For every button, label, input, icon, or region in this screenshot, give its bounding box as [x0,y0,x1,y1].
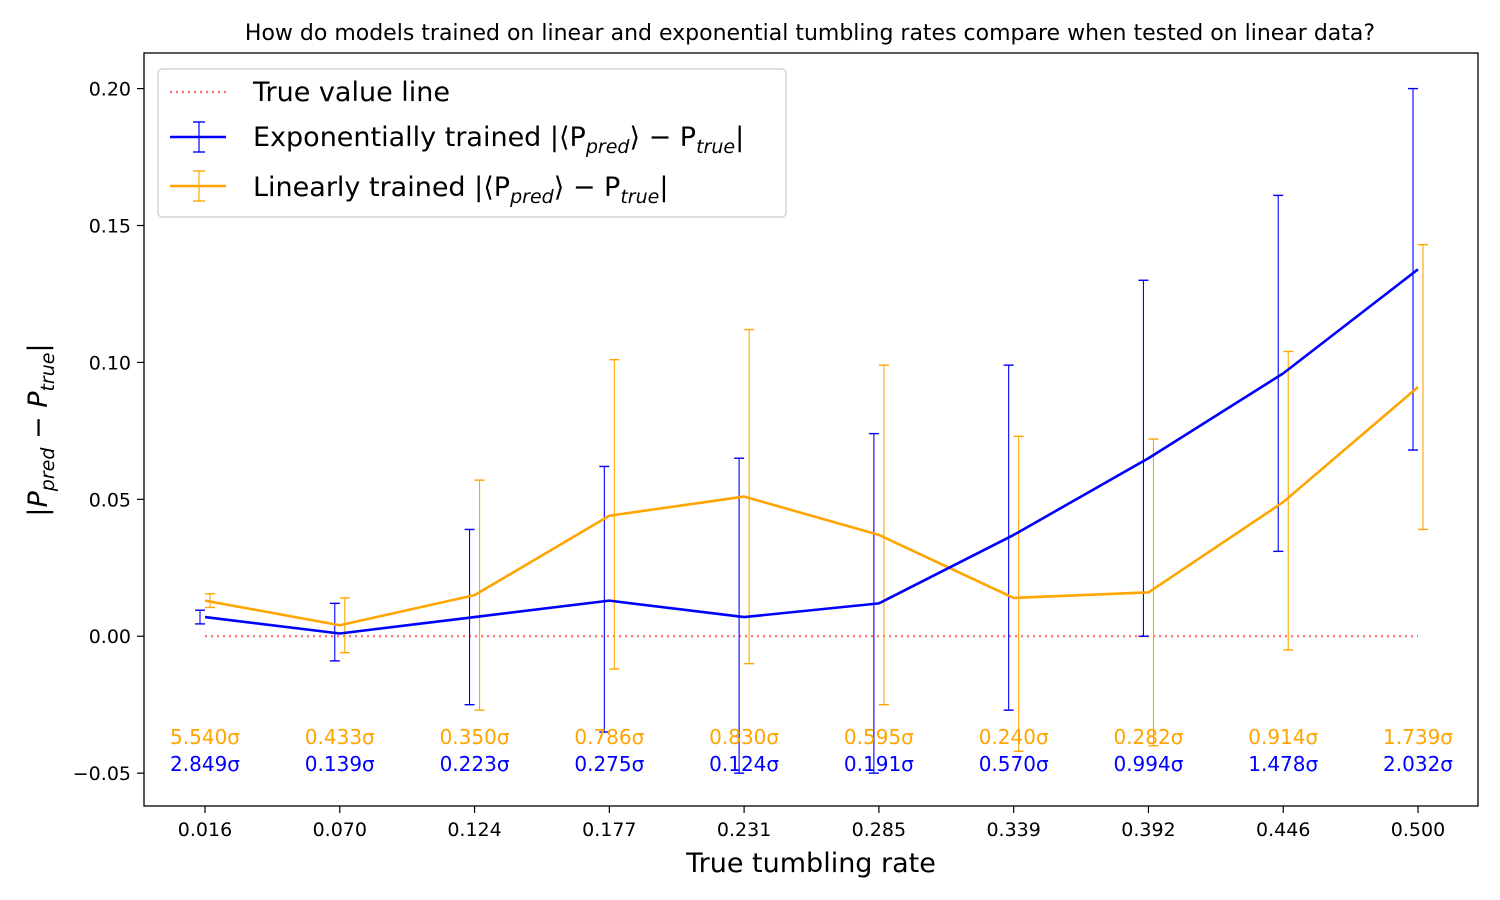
exp-sigma-label: 0.275σ [574,752,644,776]
legend-box [157,68,787,218]
lin-sigma-label: 0.433σ [305,725,375,749]
exp-sigma-label: 0.570σ [979,752,1049,776]
y-tick-label: −0.05 [73,763,131,785]
plot-frame [143,52,1479,807]
x-tick-label: 0.500 [1391,819,1445,841]
lin-series-line [204,386,1419,627]
legend: True value line Exponentially trained |⟨… [157,68,787,218]
exp-sigma-label: 2.032σ [1383,752,1453,776]
exp-sigma-label: 0.994σ [1113,752,1183,776]
lin-sigma-label: 1.739σ [1383,725,1453,749]
x-tick-label: 0.285 [852,819,906,841]
lin-sigma-label: 0.914σ [1248,725,1318,749]
lin-sigma-label: 0.830σ [709,725,779,749]
lin-sigma-label: 0.595σ [844,725,914,749]
y-tick-label: 0.20 [89,79,131,101]
lin-sigma-label: 5.540σ [170,725,240,749]
y-tick-label: 0.00 [89,626,131,648]
y-tick-label: 0.10 [89,352,131,374]
legend-exp-label: Exponentially trained |⟨Ppred⟩ − Ptrue| [253,122,744,158]
y-tick-label: 0.05 [89,489,131,511]
exp-sigma-label: 2.849σ [170,752,240,776]
legend-lin-label: Linearly trained |⟨Ppred⟩ − Ptrue| [253,172,668,208]
lin-sigma-label: 0.786σ [574,725,644,749]
x-tick-label: 0.070 [313,819,367,841]
legend-exp-swatch [170,121,226,153]
x-tick-label: 0.339 [986,819,1040,841]
exp-sigma-label: 0.223σ [440,752,510,776]
exp-sigma-label: 0.191σ [844,752,914,776]
exp-series-line [204,268,1419,635]
exp-sigma-label: 1.478σ [1248,752,1318,776]
x-tick-label: 0.016 [178,819,232,841]
y-tick-label: 0.15 [89,216,131,238]
x-tick-label: 0.446 [1256,819,1310,841]
x-tick-label: 0.124 [447,819,501,841]
lin-sigma-label: 0.350σ [440,725,510,749]
chart-title: How do models trained on linear and expo… [245,21,1375,46]
exp-sigma-label: 0.139σ [305,752,375,776]
x-tick-label: 0.231 [717,819,771,841]
x-tick-label: 0.177 [582,819,636,841]
legend-true-line-label: True value line [252,77,450,108]
lin-sigma-label: 0.282σ [1113,725,1183,749]
y-axis-label: |Ppred − Ptrue| [23,343,59,516]
exp-sigma-label: 0.124σ [709,752,779,776]
x-axis-label: True tumbling rate [685,848,936,879]
lin-sigma-label: 0.240σ [979,725,1049,749]
legend-lin-swatch [170,170,226,202]
x-tick-label: 0.392 [1121,819,1175,841]
